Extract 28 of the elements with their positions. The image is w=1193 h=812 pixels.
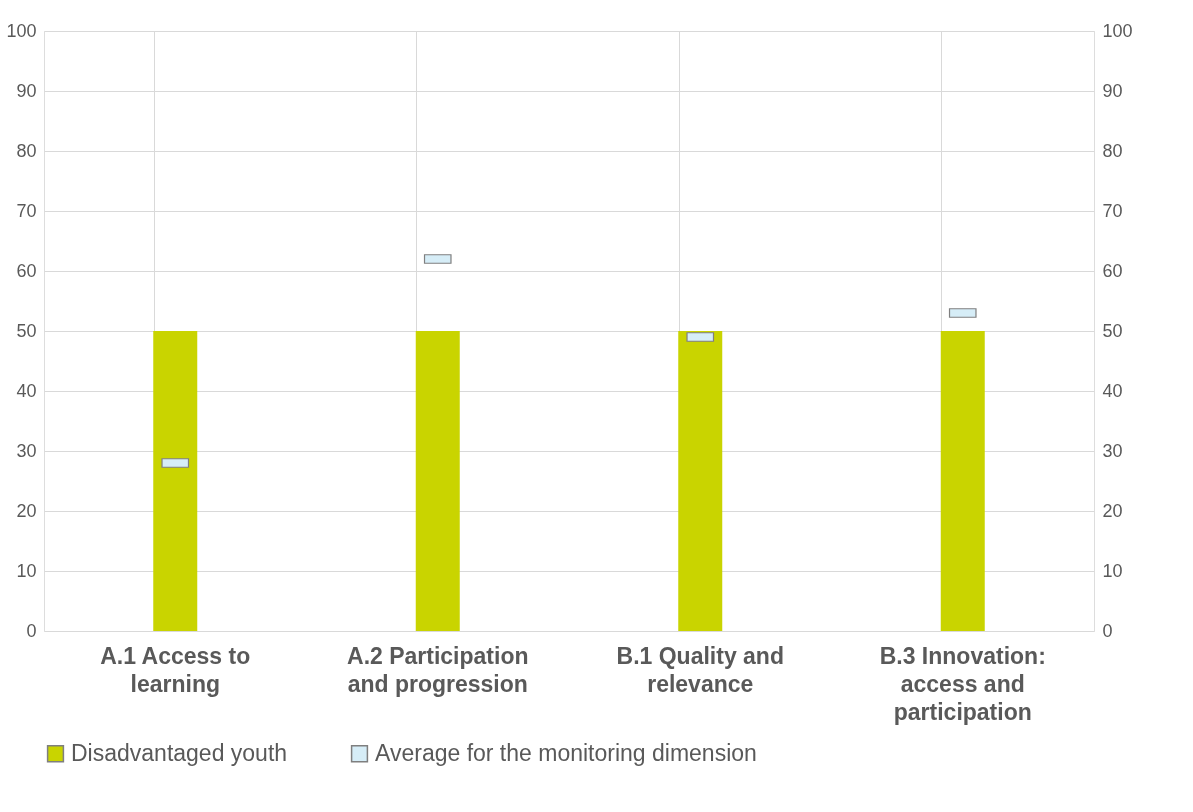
y-tick-label: 10 [16,560,37,581]
y-tick-label: 50 [16,320,37,341]
y2-tick-label: 20 [1102,500,1123,521]
y-tick-label: 60 [16,260,37,281]
y2-tick-label: 70 [1102,200,1123,221]
y2-tick-label: 90 [1102,80,1123,101]
y-tick-label: 40 [16,380,37,401]
y2-tick-label: 60 [1102,260,1123,281]
x-tick-label: A.1 Access to learning [100,642,251,697]
x-tick-label: A.2 Participation and progression [347,642,529,697]
y2-tick-label: 40 [1102,380,1123,401]
y2-tick-label: 80 [1102,140,1123,161]
legend-label: Disadvantaged youth [71,739,288,766]
y2-tick-label: 30 [1102,440,1123,461]
y2-tick-label: 50 [1102,320,1123,341]
y-tick-label: 70 [16,200,37,221]
x-tick-label: B.3 Innovation: access and participation [879,642,1046,725]
y-tick-label: 30 [16,440,37,461]
y-tick-label: 80 [16,140,37,161]
y2-tick-label: 100 [1102,20,1133,41]
y2-tick-label: 10 [1102,560,1123,581]
y-tick-label: 90 [16,80,37,101]
y-tick-label: 20 [16,500,37,521]
x-tick-label: B.1 Quality and relevance [616,642,784,697]
legend-label: Average for the monitoring dimension [375,739,757,766]
y-tick-label: 0 [26,620,37,641]
y-tick-label: 100 [6,20,37,41]
y2-tick-label: 0 [1102,620,1113,641]
